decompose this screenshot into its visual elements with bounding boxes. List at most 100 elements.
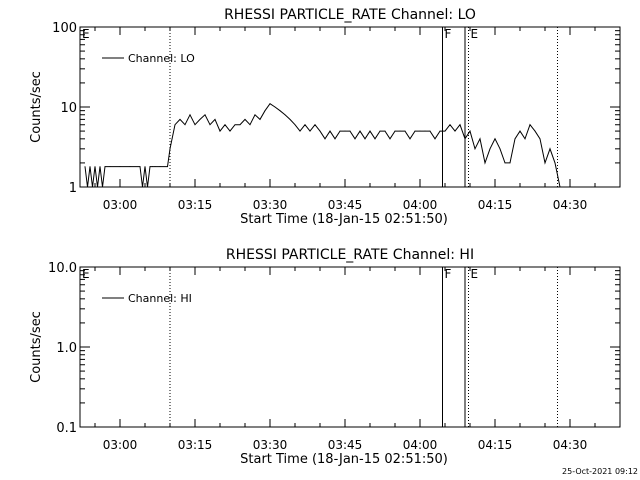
panel1-data-point xyxy=(89,166,91,167)
panel1-data-point xyxy=(374,138,376,140)
panel1-data-point xyxy=(479,138,481,140)
panel1-data-point xyxy=(204,114,206,116)
panel1-data-point xyxy=(234,124,236,126)
panel1-data-point xyxy=(94,166,96,167)
panel1-data-point xyxy=(554,162,556,164)
panel1-data-point xyxy=(184,124,186,126)
panel1-data-point xyxy=(454,130,456,132)
panel2-y-axis-label: Counts/sec xyxy=(29,311,44,383)
panel2-x-tick-label: 04:15 xyxy=(478,438,513,452)
panel1-data-point xyxy=(179,118,181,120)
panel1-x-tick-label: 03:15 xyxy=(178,198,213,212)
panel1-data-point xyxy=(364,138,366,140)
panel1-data-point xyxy=(199,118,201,120)
panel1-data-point xyxy=(167,166,168,167)
panel1-data-point xyxy=(329,130,331,132)
panel1-data-point xyxy=(314,124,316,126)
panel1-data-point xyxy=(129,166,131,167)
panel1-data-point xyxy=(504,162,506,164)
panel1-x-axis-label: Start Time (18-Jan-15 02:51:50) xyxy=(240,212,448,227)
panel2-x-tick-label: 03:00 xyxy=(103,438,138,452)
panel2-x-tick-label: 03:30 xyxy=(253,438,288,452)
panel1-x-tick-label: 04:15 xyxy=(478,198,513,212)
panel1-data-point xyxy=(559,186,561,188)
panel1-data-point xyxy=(379,130,381,132)
panel1-data-point xyxy=(249,124,251,126)
panel1-data-point xyxy=(409,138,411,140)
panel1-data-point xyxy=(239,124,241,126)
panel1-data-point xyxy=(229,130,231,132)
panel1-data-point xyxy=(169,148,171,150)
panel1-x-tick-label: 03:45 xyxy=(328,198,363,212)
panel1-data-point xyxy=(339,130,341,132)
panel1-event-marker-label: F xyxy=(445,27,452,41)
panel2-x-tick-label: 03:15 xyxy=(178,438,213,452)
panel1-data-point xyxy=(259,118,261,120)
panel1-data-point xyxy=(334,138,336,140)
panel1-data-point xyxy=(359,130,361,132)
panel1-y-tick-label: 10 xyxy=(60,101,77,116)
panel1-data-point xyxy=(484,162,486,164)
panel1-data-point xyxy=(84,166,86,167)
panel1-data-point xyxy=(119,166,121,167)
panel1-data-point xyxy=(509,162,511,164)
panel2-plot-frame xyxy=(79,266,621,428)
panel1-data-point xyxy=(494,138,496,140)
panel2-x-tick-label: 04:00 xyxy=(403,438,438,452)
panel1-data-point xyxy=(159,166,161,167)
panel1-data-point xyxy=(459,124,461,126)
panel1-event-marker-label: E xyxy=(471,27,479,41)
panel1-data-point xyxy=(384,130,386,132)
panel1-x-tick-label: 03:00 xyxy=(103,198,138,212)
panel1-data-point xyxy=(404,130,406,132)
panel1-data-point xyxy=(529,124,531,126)
panel1-data-point xyxy=(519,130,521,132)
panel1-x-tick-label: 04:00 xyxy=(403,198,438,212)
panel1-data-point xyxy=(274,106,276,108)
panel1-data-point xyxy=(449,124,451,126)
panel1-data-point xyxy=(149,166,151,167)
panel1-data-point xyxy=(87,186,88,188)
panel1-data-point xyxy=(174,124,176,126)
panel1-data-point xyxy=(469,130,471,132)
panel1-data-point xyxy=(429,130,431,132)
panel1-data-point xyxy=(424,130,426,132)
panel1-data-point xyxy=(444,130,446,132)
panel1-data-point xyxy=(104,166,106,167)
panel1-data-point xyxy=(439,130,441,132)
panel1-series-line xyxy=(84,103,561,188)
panel1-data-point xyxy=(154,166,156,167)
panel1-data-point xyxy=(354,138,356,140)
panel1-x-tick-label: 03:30 xyxy=(253,198,288,212)
panel1-data-point xyxy=(294,124,296,126)
panel1-data-point xyxy=(264,110,266,112)
panel1-data-point xyxy=(279,110,281,112)
panel1-data-point xyxy=(499,148,501,150)
panel1-data-point xyxy=(224,124,226,126)
panel1-data-point xyxy=(489,148,491,150)
panel1-data-point xyxy=(142,186,143,188)
panel1-legend-label: Channel: LO xyxy=(128,52,195,65)
panel1-data-point xyxy=(344,130,346,132)
panel2-y-tick-label: 10.0 xyxy=(48,261,77,276)
panel2-corner-label: E xyxy=(82,267,90,281)
panel1-data-point xyxy=(97,186,98,188)
panel1-chart-title: RHESSI PARTICLE_RATE Channel: LO xyxy=(224,7,476,23)
panel1-data-point xyxy=(419,130,421,132)
panel2-y-tick-label: 1.0 xyxy=(56,341,77,356)
panel1-data-point xyxy=(147,186,148,188)
panel1-data-point xyxy=(289,118,291,120)
panel1-data-point xyxy=(194,124,196,126)
panel1-data-point xyxy=(544,162,546,164)
panel1-data-point xyxy=(534,130,536,132)
panel1-data-point xyxy=(109,166,111,167)
panel1-data-point xyxy=(414,130,416,132)
panel1-y-axis-label: Counts/sec xyxy=(29,71,44,143)
panel1-data-point xyxy=(474,148,476,150)
panel2-event-marker-label: E xyxy=(471,267,479,281)
panel1-data-point xyxy=(269,103,271,105)
panel1-plot-frame xyxy=(79,26,621,188)
panel2-x-tick-label: 03:45 xyxy=(328,438,363,452)
panel1-y-tick-label: 100 xyxy=(52,21,77,36)
panel1-data-point xyxy=(189,114,191,116)
